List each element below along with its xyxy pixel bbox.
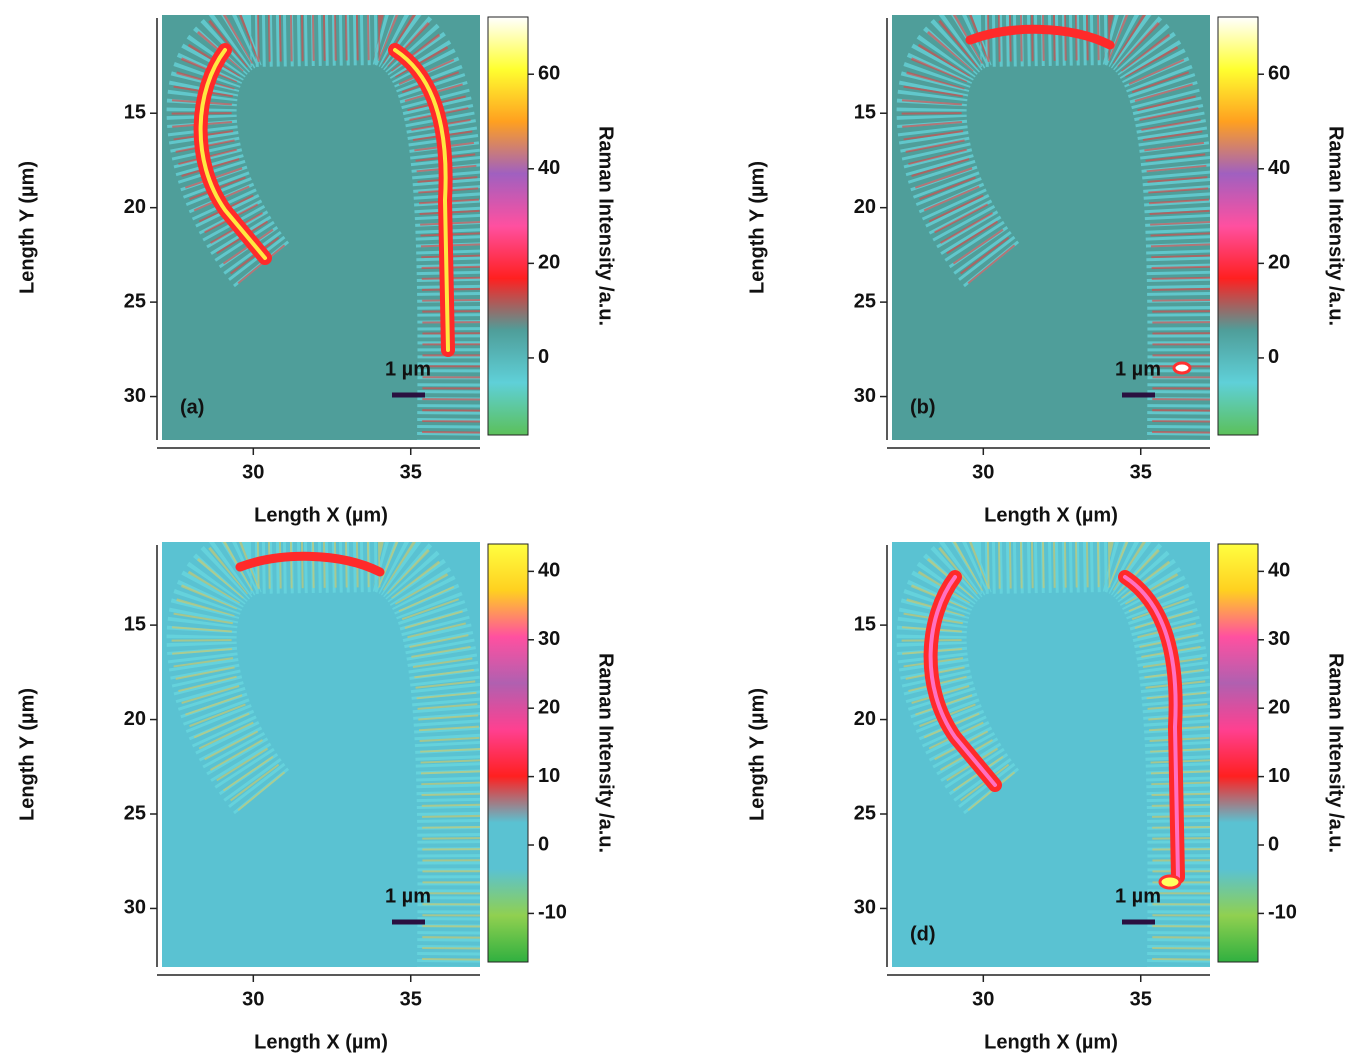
y-tick-label: 15	[854, 102, 876, 124]
y-tick-label: 25	[854, 290, 876, 312]
x-axis-label: Length X (µm)	[254, 1031, 388, 1053]
y-tick-label: 15	[124, 102, 146, 124]
panel: 15 20 25 30 30 35 Length X (µm) Length Y (µm) 1 …	[16, 542, 617, 1053]
noise-band	[896, 15, 1210, 440]
scale-bar-label: 1 µm	[385, 885, 431, 907]
panel: 15 20 25 30 30 35 Length X (µm) Length Y (µm) (d…	[746, 542, 1347, 1053]
colorbar-tick-label: 20	[538, 252, 560, 274]
colorbar-tick-label: 30	[1268, 628, 1290, 650]
y-tick-label: 30	[124, 385, 146, 407]
x-tick-label: 35	[400, 988, 422, 1010]
x-tick-label: 35	[400, 461, 422, 483]
y-axis-label: Length Y (µm)	[746, 688, 768, 821]
y-axis-label: Length Y (µm)	[746, 161, 768, 294]
colorbar-label: Raman Intensity /a.u.	[1325, 653, 1347, 853]
x-axis-label: Length X (µm)	[984, 504, 1118, 526]
hot-spot	[1158, 874, 1182, 890]
y-tick-label: 25	[124, 802, 146, 824]
colorbar-tick-label: 20	[1268, 696, 1290, 718]
x-tick-label: 30	[242, 988, 264, 1010]
stripe-core	[928, 575, 997, 787]
colorbar-tick-label: 40	[538, 560, 560, 582]
colorbar-tick-label: 40	[538, 157, 560, 179]
y-axis-label: Length Y (µm)	[16, 688, 38, 821]
heatmap-image	[896, 15, 1210, 440]
y-tick-label: 30	[854, 897, 876, 919]
colorbar-tick-label: 10	[1268, 765, 1290, 787]
y-tick-label: 30	[124, 897, 146, 919]
colorbar-tick-label: 0	[538, 833, 549, 855]
colorbar-tick-label: 10	[538, 765, 560, 787]
noise-band	[166, 542, 480, 967]
y-tick-label: 20	[854, 196, 876, 218]
y-tick-label: 15	[854, 613, 876, 635]
x-tick-label: 35	[1130, 988, 1152, 1010]
colorbar-label: Raman Intensity /a.u.	[1325, 126, 1347, 326]
panel: 15 20 25 30 30 35 Length X (µm) Length Y (µm) (a…	[16, 15, 617, 526]
colorbar-tick-label: -10	[1268, 902, 1297, 924]
y-tick-label: 30	[854, 385, 876, 407]
colorbar-tick-label: 0	[1268, 346, 1279, 368]
colorbar-tick-label: 30	[538, 628, 560, 650]
stripe	[235, 551, 385, 577]
colorbar	[487, 16, 529, 436]
heatmap-image	[166, 542, 480, 967]
x-axis-label: Length X (µm)	[254, 504, 388, 526]
x-axis-label: Length X (µm)	[984, 1031, 1118, 1053]
y-tick-label: 15	[124, 613, 146, 635]
y-tick-label: 25	[124, 290, 146, 312]
hot-spot	[1172, 361, 1192, 375]
colorbar-tick-label: 40	[1268, 157, 1290, 179]
colorbar	[487, 543, 529, 963]
x-tick-label: 30	[242, 461, 264, 483]
colorbar-tick-label: 60	[538, 62, 560, 84]
x-tick-label: 30	[972, 988, 994, 1010]
y-tick-label: 20	[124, 708, 146, 730]
stripe-core	[393, 48, 450, 352]
colorbar-tick-label: 0	[1268, 833, 1279, 855]
colorbar-label: Raman Intensity /a.u.	[595, 126, 617, 326]
colorbar-tick-label: 20	[538, 696, 560, 718]
heatmap-image	[896, 542, 1210, 967]
y-tick-label: 20	[854, 708, 876, 730]
stripe-core	[198, 48, 267, 260]
colorbar	[1217, 16, 1259, 436]
colorbar-tick-label: -10	[538, 902, 567, 924]
y-axis-label: Length Y (µm)	[16, 161, 38, 294]
stripe-core	[1123, 575, 1180, 879]
heatmap-image	[166, 15, 480, 440]
y-tick-label: 25	[854, 802, 876, 824]
y-tick-label: 20	[124, 196, 146, 218]
colorbar	[1217, 543, 1259, 963]
panel: 15 20 25 30 30 35 Length X (µm) Length Y (µm) (b…	[746, 15, 1347, 526]
stripe	[965, 24, 1115, 50]
panel-label: (a)	[180, 396, 204, 418]
colorbar-tick-label: 40	[1268, 560, 1290, 582]
scale-bar-label: 1 µm	[385, 358, 431, 380]
panel-label: (d)	[910, 923, 936, 945]
scale-bar-label: 1 µm	[1115, 358, 1161, 380]
x-tick-label: 30	[972, 461, 994, 483]
panel-label: (b)	[910, 396, 936, 418]
scale-bar-label: 1 µm	[1115, 885, 1161, 907]
colorbar-label: Raman Intensity /a.u.	[595, 653, 617, 853]
colorbar-tick-label: 0	[538, 346, 549, 368]
x-tick-label: 35	[1130, 461, 1152, 483]
colorbar-tick-label: 20	[1268, 252, 1290, 274]
colorbar-tick-label: 60	[1268, 62, 1290, 84]
